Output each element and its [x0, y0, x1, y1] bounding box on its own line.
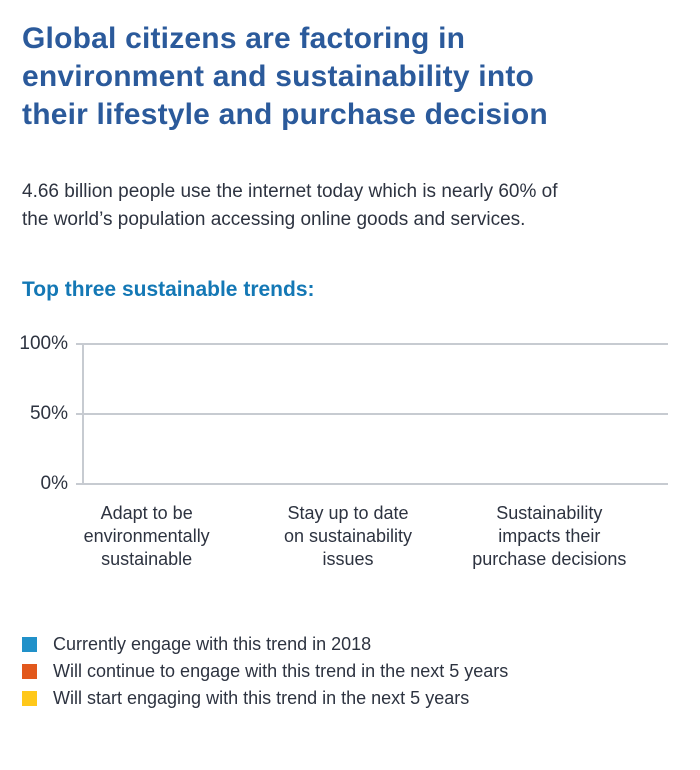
x-axis-category-labels: Adapt to be environmentally sustainable … — [46, 502, 650, 571]
y-tick-100: 100% — [19, 333, 68, 354]
category-3-line-2: impacts their — [498, 526, 601, 546]
page-title-line-2: environment and sustainability into — [22, 60, 535, 93]
legend-item-start-5-years: Will start engaging with this trend in t… — [22, 689, 700, 707]
y-tick-0: 0% — [40, 473, 68, 494]
legend-item-current-2018: Currently engage with this trend in 2018 — [22, 635, 700, 653]
intro-line-1: 4.66 billion people use the internet tod… — [22, 181, 558, 202]
gridline-0: 0% — [41, 473, 668, 494]
chart-plot-area: 100% 50% 0% — [19, 333, 668, 494]
legend-label: Currently engage with this trend in 2018 — [53, 634, 372, 654]
category-3-line-1: Sustainability — [496, 503, 603, 523]
category-label-adapt: Adapt to be environmentally sustainable — [46, 502, 247, 571]
yellow-square-swatch-icon — [22, 690, 37, 706]
orange-square-swatch-icon — [22, 663, 37, 679]
gridline-50: 50% — [30, 403, 668, 424]
chart-legend: Currently engage with this trend in 2018… — [22, 635, 700, 707]
chart-section-subtitle: Top three sustainable trends: — [22, 278, 315, 301]
gridline-100: 100% — [19, 333, 668, 354]
category-2-line-3: issues — [322, 549, 374, 569]
category-label-stay-up-to-date: Stay up to date on sustainability issues — [247, 502, 448, 571]
category-1-line-3: sustainable — [101, 549, 193, 569]
intro-line-2: the world’s population accessing online … — [22, 209, 526, 230]
legend-item-continue-5-years: Will continue to engage with this trend … — [22, 662, 700, 680]
legend-label: Will continue to engage with this trend … — [53, 661, 509, 681]
page-title: Global citizens are factoring in environ… — [22, 20, 670, 134]
y-tick-50: 50% — [29, 403, 68, 424]
category-1-line-1: Adapt to be — [100, 503, 193, 523]
intro-paragraph: 4.66 billion people use the internet tod… — [22, 178, 670, 234]
page-title-line-1: Global citizens are factoring in — [22, 22, 466, 55]
category-2-line-1: Stay up to date — [287, 503, 409, 523]
category-label-purchase-decisions: Sustainability impacts their purchase de… — [449, 502, 650, 571]
category-3-line-3: purchase decisions — [472, 549, 627, 569]
blue-square-swatch-icon — [22, 636, 37, 652]
bar-chart: 100% 50% 0% Adapt to be environmentally … — [0, 333, 700, 571]
category-2-line-2: on sustainability — [283, 526, 413, 546]
category-1-line-2: environmentally — [83, 526, 210, 546]
page-title-line-3: their lifestyle and purchase decision — [22, 98, 548, 131]
legend-label: Will start engaging with this trend in t… — [53, 688, 470, 708]
